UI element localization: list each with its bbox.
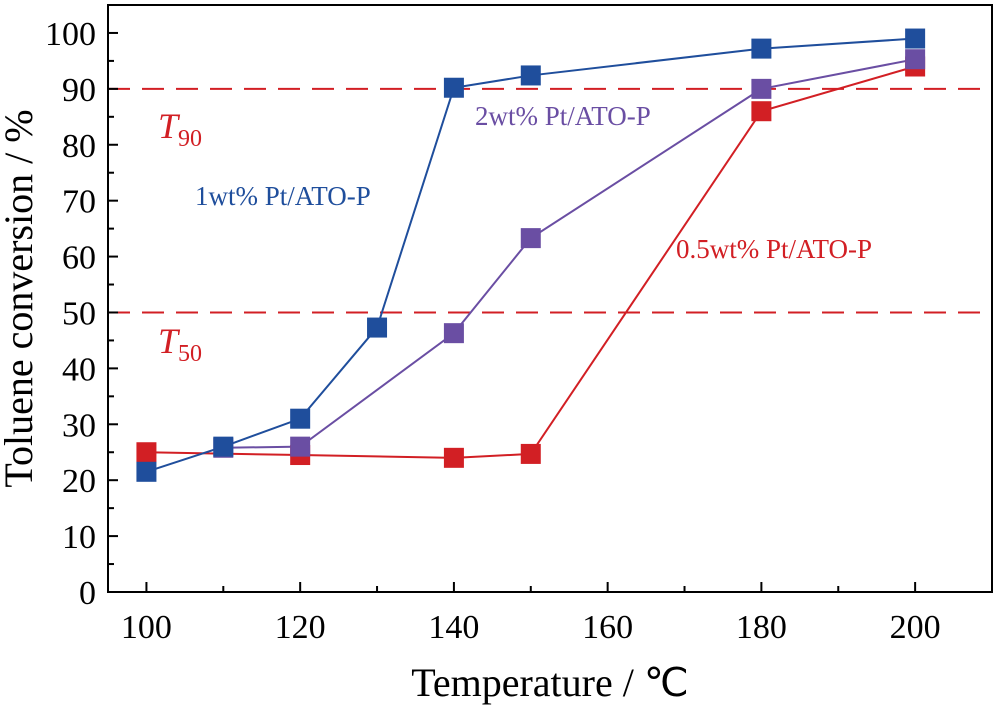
series-0-marker <box>367 317 388 338</box>
series-1-marker <box>520 228 541 249</box>
series-label-0-5wt: 0.5wt% Pt/ATO-P <box>676 234 872 264</box>
x-axis: 100 120 140 160 180 200 <box>121 582 993 646</box>
reference-lines <box>108 87 992 314</box>
series-2-marker <box>443 447 464 468</box>
y-tick-label: 60 <box>62 240 96 277</box>
y-tick-label: 40 <box>62 351 96 388</box>
t90-label: T90 <box>158 106 202 152</box>
series-line-0 <box>146 37 916 473</box>
series-0-marker <box>905 28 926 49</box>
t90-letter: T <box>158 106 181 146</box>
series-1-marker <box>290 436 311 457</box>
series-1-marker <box>905 49 926 70</box>
series-line-2 <box>146 65 916 459</box>
x-tick-label: 120 <box>275 609 326 646</box>
series-label-1wt: 1wt% Pt/ATO-P <box>195 181 371 211</box>
y-tick-label: 0 <box>79 575 96 612</box>
y-axis-title: Toluene conversion / % <box>0 109 41 487</box>
t90-subscript: 90 <box>178 126 202 152</box>
y-tick-label: 10 <box>62 519 96 556</box>
series-0-marker <box>136 461 157 482</box>
series-line-1 <box>223 58 916 449</box>
series-1-marker <box>751 78 772 99</box>
y-tick-label: 20 <box>62 463 96 500</box>
y-tick-label: 50 <box>62 295 96 332</box>
series-0-marker <box>443 77 464 98</box>
x-tick-label: 100 <box>121 609 172 646</box>
series-lines <box>146 37 916 473</box>
t50-subscript: 50 <box>178 341 202 367</box>
y-axis: 0 10 20 30 40 50 60 70 80 90 100 <box>45 16 118 612</box>
plot-frame <box>107 4 993 593</box>
t50-letter: T <box>158 321 181 361</box>
x-axis-title: Temperature / ℃ <box>411 660 689 705</box>
x-tick-label: 160 <box>582 609 633 646</box>
series-0-marker <box>213 436 234 457</box>
y-tick-label: 80 <box>62 128 96 165</box>
t50-label: T50 <box>158 321 202 367</box>
series-0-marker <box>520 65 541 86</box>
y-tick-label: 30 <box>62 407 96 444</box>
series-2-marker <box>520 443 541 464</box>
series-label-2wt: 2wt% Pt/ATO-P <box>475 101 651 131</box>
x-tick-label: 200 <box>890 609 941 646</box>
series-2-marker <box>136 442 157 463</box>
series-0-marker <box>751 38 772 59</box>
series-0-marker <box>290 408 311 429</box>
y-tick-label: 100 <box>45 16 96 53</box>
chart-labels: Temperature / ℃ Toluene conversion / % 1… <box>0 101 872 705</box>
x-tick-label: 140 <box>428 609 479 646</box>
series-2-marker <box>751 101 772 122</box>
y-tick-label: 70 <box>62 184 96 221</box>
x-tick-label: 180 <box>736 609 787 646</box>
series-1-marker <box>443 323 464 344</box>
series-markers <box>136 28 926 482</box>
y-tick-label: 90 <box>62 72 96 109</box>
